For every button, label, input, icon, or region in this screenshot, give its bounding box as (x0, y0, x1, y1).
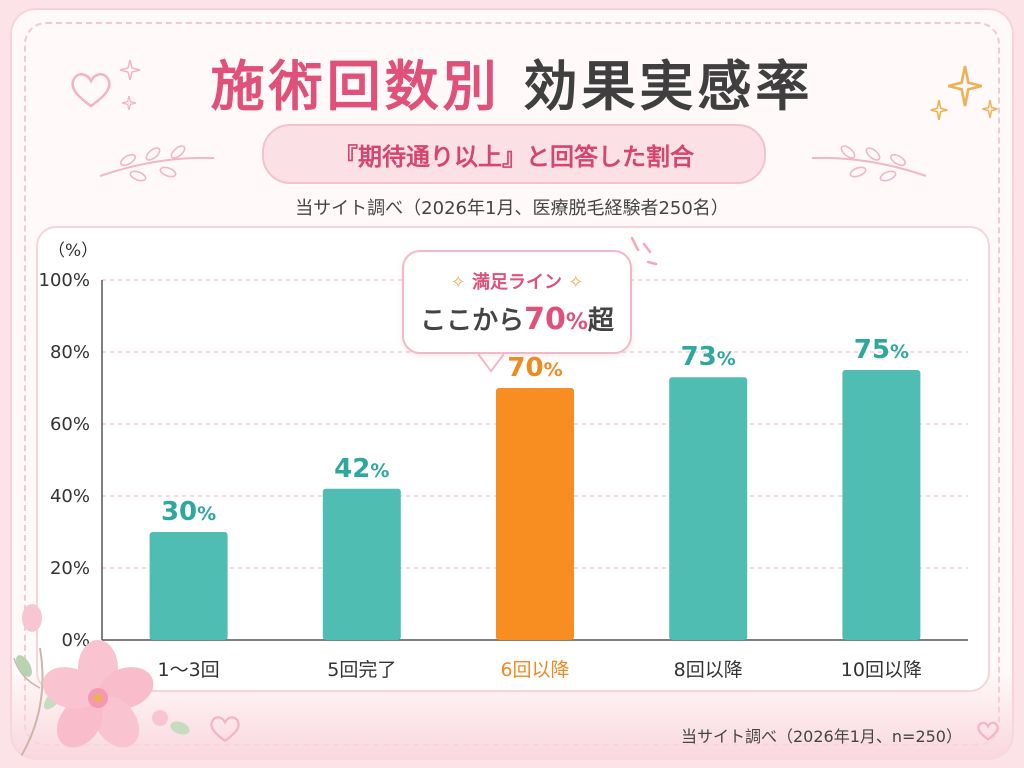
y-tick-label: 80% (50, 342, 90, 363)
sparkle-icon: ✧ (450, 272, 466, 293)
bar-chart: （%） 0% 20% 40% 60% 80% 100% 30% 1〜3回 42% 5回完了 70% 6回… (39, 241, 968, 681)
bar-value-label: 70% (507, 353, 562, 383)
infographic-card: 施術回数別 効果実感率 『期待通り以上』と回答した割合 当サイト調べ（2026年… (10, 8, 1014, 760)
survey-source-bottom: 当サイト調べ（2026年1月、n=250） (681, 727, 962, 746)
bar (149, 532, 228, 640)
gold-sparkle-icon (948, 65, 982, 107)
x-category-label: 5回完了 (327, 659, 396, 681)
bar (496, 388, 574, 640)
gold-sparkle-icon (982, 99, 998, 119)
bar (842, 370, 921, 640)
x-category-label: 8回以降 (674, 659, 743, 681)
callout-title: ✧ 満足ライン ✧ (404, 268, 630, 294)
y-tick-label: 40% (50, 486, 90, 507)
callout-body-value: 70 (524, 302, 566, 337)
gold-sparkle-icon (930, 99, 948, 121)
sparkle-icon (121, 95, 137, 111)
callout-body: ここから70%超 (404, 300, 630, 337)
y-tick-label: 100% (39, 270, 90, 291)
emphasis-lines-icon (630, 236, 658, 266)
title-part-1: 施術回数別 (210, 55, 501, 118)
page-title: 施術回数別 効果実感率 (10, 42, 1014, 121)
callout-body-prefix: ここから (420, 306, 525, 336)
heart-outline-icon (71, 73, 111, 108)
satisfaction-callout: ✧ 満足ライン ✧ ここから70%超 (402, 250, 632, 354)
title-part-2: 効果実感率 (523, 55, 814, 118)
x-category-label: 1〜3回 (158, 659, 220, 681)
callout-body-percent: % (565, 310, 588, 335)
x-category-label: 10回以降 (841, 659, 922, 681)
heart-outline-icon (977, 721, 999, 741)
bar (322, 488, 401, 640)
callout-body-suffix: 超 (587, 306, 614, 336)
x-category-label: 6回以降 (500, 659, 569, 681)
heart-outline-icon (210, 716, 240, 743)
callout-title-text: 満足ライン (472, 272, 562, 293)
y-tick-label: 60% (50, 414, 90, 435)
subtitle-pill: 『期待通り以上』と回答した割合 (262, 124, 766, 184)
bar-value-label: 30% (161, 497, 216, 527)
bar-value-label: 73% (681, 342, 736, 372)
bar-value-label: 42% (334, 454, 389, 484)
sparkle-icon (119, 59, 141, 81)
bar-value-label: 75% (854, 335, 909, 365)
y-tick-label: 20% (50, 558, 90, 579)
y-axis-unit-label: （%） (48, 241, 98, 261)
cherry-blossom-icon (13, 604, 190, 759)
y-tick-label: 0% (61, 630, 90, 651)
subtitle-text: 『期待通り以上』と回答した割合 (334, 142, 694, 171)
sparkle-icon: ✧ (568, 272, 584, 293)
leaf-sprig-icon (811, 145, 927, 182)
survey-source-top: 当サイト調べ（2026年1月、医療脱毛経験者250名） (295, 198, 729, 219)
leaf-sprig-icon (99, 145, 215, 182)
bar (669, 377, 748, 640)
